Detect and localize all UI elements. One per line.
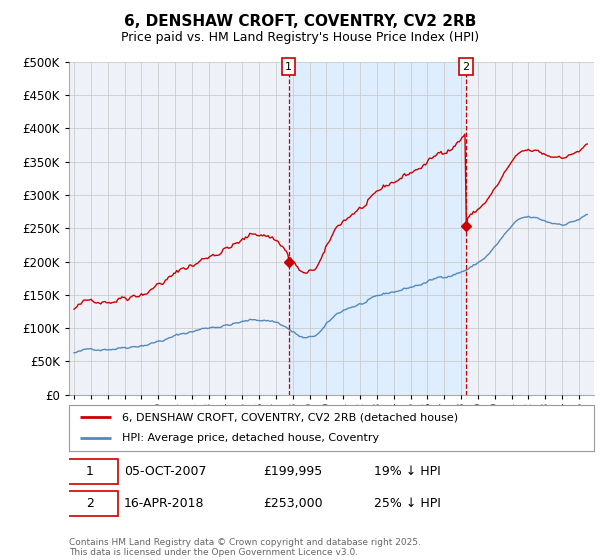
- Text: 6, DENSHAW CROFT, COVENTRY, CV2 2RB (detached house): 6, DENSHAW CROFT, COVENTRY, CV2 2RB (det…: [121, 412, 458, 422]
- Text: 6, DENSHAW CROFT, COVENTRY, CV2 2RB: 6, DENSHAW CROFT, COVENTRY, CV2 2RB: [124, 14, 476, 29]
- FancyBboxPatch shape: [63, 491, 118, 516]
- Text: 1: 1: [285, 62, 292, 72]
- Text: 2: 2: [86, 497, 94, 510]
- Bar: [289, 62, 466, 395]
- Text: 2: 2: [463, 62, 470, 72]
- Text: Contains HM Land Registry data © Crown copyright and database right 2025.
This d: Contains HM Land Registry data © Crown c…: [69, 538, 421, 557]
- Text: 1: 1: [86, 465, 94, 478]
- Text: £199,995: £199,995: [263, 465, 323, 478]
- Text: 25% ↓ HPI: 25% ↓ HPI: [373, 497, 440, 510]
- Text: £253,000: £253,000: [263, 497, 323, 510]
- Text: Price paid vs. HM Land Registry's House Price Index (HPI): Price paid vs. HM Land Registry's House …: [121, 31, 479, 44]
- FancyBboxPatch shape: [63, 459, 118, 484]
- Text: HPI: Average price, detached house, Coventry: HPI: Average price, detached house, Cove…: [121, 433, 379, 444]
- Text: 05-OCT-2007: 05-OCT-2007: [124, 465, 206, 478]
- Text: 16-APR-2018: 16-APR-2018: [124, 497, 205, 510]
- Text: 19% ↓ HPI: 19% ↓ HPI: [373, 465, 440, 478]
